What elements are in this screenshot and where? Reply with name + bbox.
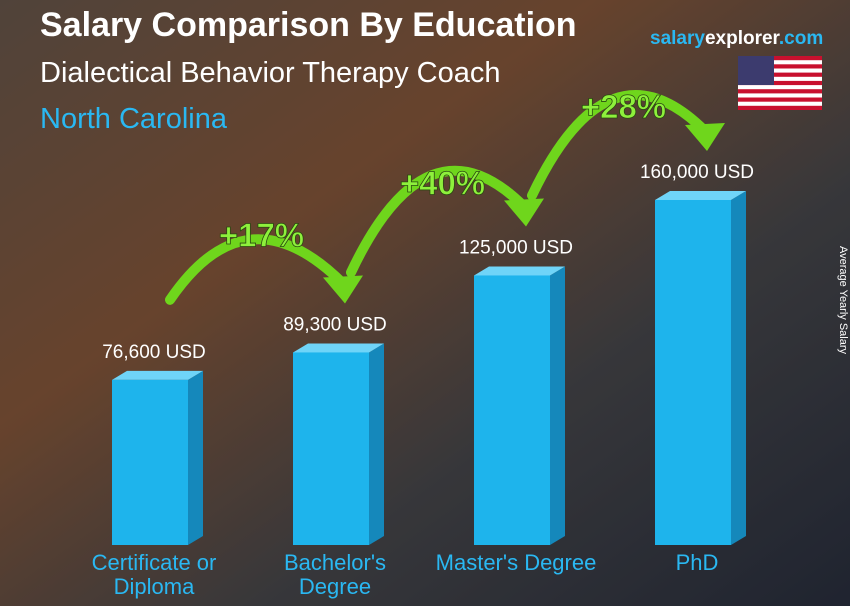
change-arrowhead <box>685 123 725 151</box>
bar-top <box>112 370 203 380</box>
value-label: 160,000 USD <box>640 162 754 183</box>
site: salaryexplorer.com <box>650 28 823 49</box>
bar-top <box>655 191 746 200</box>
value-label: 125,000 USD <box>459 237 573 258</box>
bar-side <box>731 191 746 545</box>
bar-side <box>188 370 203 545</box>
bar-top <box>293 343 384 353</box>
site-part: .com <box>779 28 823 49</box>
bar <box>112 379 188 545</box>
bar-side <box>369 343 384 545</box>
change-label: +17% <box>219 217 304 254</box>
value-label: 89,300 USD <box>283 314 387 335</box>
x-tick-label: Master's Degree <box>435 550 597 575</box>
bar <box>474 275 550 545</box>
bar-side <box>550 266 565 545</box>
change-arrow <box>165 234 348 305</box>
x-tick-label: Bachelor's Degree <box>283 550 387 599</box>
change-label: +40% <box>400 164 485 201</box>
value-label: 76,600 USD <box>102 342 206 363</box>
change-label: +28% <box>581 88 666 125</box>
chart-title: Salary Comparison By Education <box>40 6 577 44</box>
x-tick-label: Certificate or Diploma <box>91 550 217 599</box>
change-arrow <box>346 165 529 278</box>
bar-top <box>474 266 565 276</box>
bar <box>293 352 369 545</box>
bar <box>655 200 731 545</box>
change-arrow <box>527 90 710 201</box>
x-tick-label: PhD <box>675 550 719 575</box>
axis-label: Average Yearly Salary <box>837 246 849 355</box>
site-part: salary <box>650 28 705 49</box>
flag <box>738 56 822 110</box>
location: North Carolina <box>40 103 228 135</box>
change-arrowhead <box>323 275 363 304</box>
change-arrowhead <box>504 198 544 227</box>
site-part: explorer <box>705 28 781 49</box>
subtitle: Dialectical Behavior Therapy Coach <box>40 57 500 89</box>
